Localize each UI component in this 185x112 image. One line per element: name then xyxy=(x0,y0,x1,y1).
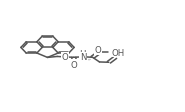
Text: O: O xyxy=(95,46,102,55)
Text: OH: OH xyxy=(112,48,125,57)
Text: O: O xyxy=(71,60,78,69)
Text: N: N xyxy=(80,53,87,61)
Text: ,,: ,, xyxy=(88,55,92,60)
Text: H: H xyxy=(79,50,86,59)
Text: O: O xyxy=(62,53,69,62)
